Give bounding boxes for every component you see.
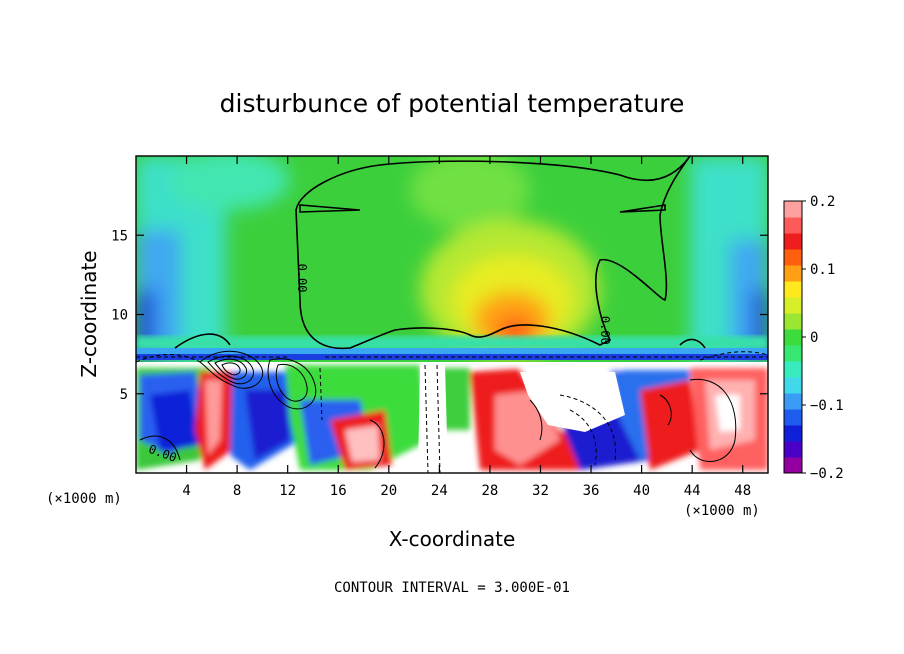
x-tick-label: 12 — [279, 483, 296, 499]
y-axis: 5 10 15 — [111, 228, 768, 403]
x-tick-label: 20 — [380, 483, 397, 499]
colorbar-swatch — [784, 233, 802, 250]
colorbar-swatch — [784, 425, 802, 442]
x-tick-label: 48 — [734, 483, 751, 499]
x-tick-label: 16 — [330, 483, 347, 499]
y-tick-label: 15 — [111, 228, 128, 244]
colorbar-swatch — [784, 345, 802, 362]
x-unit-left: (×1000 m) — [46, 491, 122, 507]
colorbar-swatch — [784, 265, 802, 282]
contour-interval-footer: CONTOUR INTERVAL = 3.000E-01 — [334, 580, 570, 596]
colorbar: 0.2 0.1 0 −0.1 −0.2 — [783, 194, 844, 482]
x-tick-label: 40 — [633, 483, 650, 499]
colorbar-tick-label: 0.2 — [810, 194, 835, 210]
contour-label: 0.00 — [598, 316, 612, 345]
contour-lines-lower — [139, 350, 737, 469]
x-unit-right: (×1000 m) — [684, 503, 760, 519]
colorbar-tick-label: 0.1 — [810, 262, 835, 278]
colorbar-swatch — [784, 409, 802, 426]
colorbar-swatch — [784, 313, 802, 330]
colorbar-swatch — [784, 393, 802, 410]
contour-label: 0.00 — [295, 264, 309, 293]
x-axis: 4 8 12 16 20 24 28 32 36 40 44 48 — [182, 156, 751, 499]
x-tick-label: 28 — [481, 483, 498, 499]
x-tick-label: 24 — [431, 483, 448, 499]
colorbar-swatch — [784, 281, 802, 298]
x-tick-label: 4 — [182, 483, 190, 499]
x-tick-label: 36 — [583, 483, 600, 499]
colorbar-swatch — [784, 201, 802, 218]
x-tick-label: 44 — [684, 483, 701, 499]
colorbar-swatch — [784, 457, 802, 474]
chart-title: disturbunce of potential temperature — [220, 89, 685, 118]
x-tick-label: 8 — [233, 483, 241, 499]
contour-lines-dashed — [136, 351, 768, 473]
y-tick-label: 10 — [111, 308, 128, 324]
y-axis-label: Z-coordinate — [77, 250, 101, 377]
colorbar-swatch — [784, 297, 802, 314]
colorbar-tick-label: 0 — [810, 330, 818, 346]
contour-lines — [174, 156, 706, 350]
colorbar-swatch — [784, 441, 802, 458]
lower-field — [136, 362, 768, 473]
y-tick-label: 5 — [120, 387, 128, 403]
colorbar-swatch — [784, 217, 802, 234]
colorbar-tick-label: −0.2 — [810, 466, 844, 482]
heatmap-field — [136, 156, 768, 473]
x-axis-label: X-coordinate — [389, 527, 516, 551]
colorbar-swatch — [784, 329, 802, 346]
x-tick-label: 32 — [532, 483, 549, 499]
colorbar-tick-label: −0.1 — [810, 398, 844, 414]
colorbar-swatch — [784, 249, 802, 266]
colorbar-swatch — [784, 377, 802, 394]
colorbar-swatch — [784, 361, 802, 378]
